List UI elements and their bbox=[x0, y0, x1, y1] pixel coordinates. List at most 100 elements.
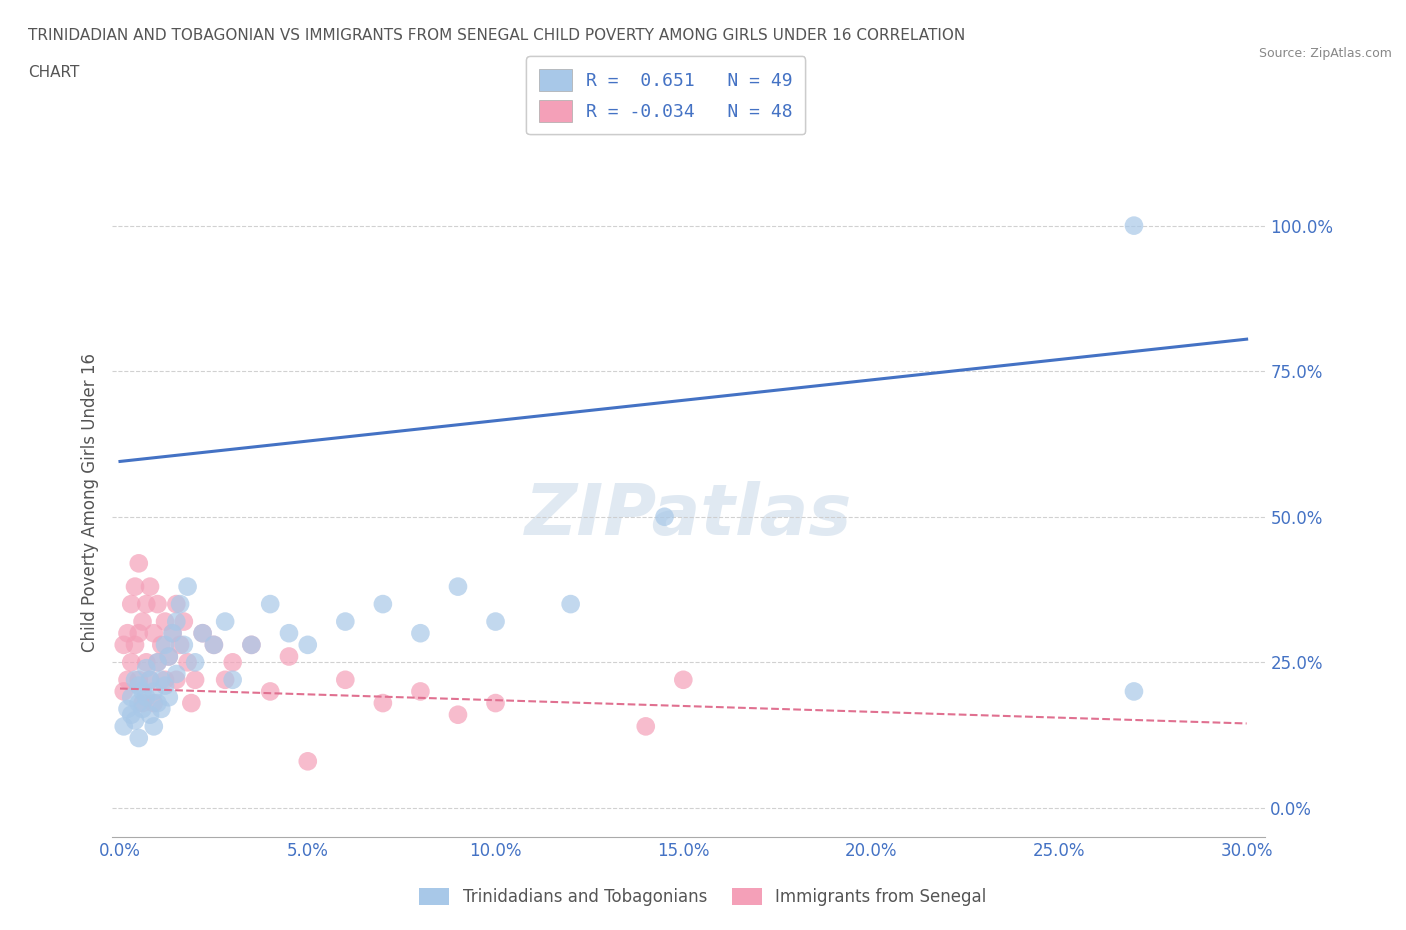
Point bbox=[447, 579, 470, 594]
Point bbox=[131, 684, 153, 698]
Text: ZIPatlas: ZIPatlas bbox=[526, 481, 852, 550]
Point bbox=[447, 708, 470, 723]
Point bbox=[120, 708, 142, 723]
Point bbox=[124, 672, 146, 687]
Point bbox=[139, 672, 162, 687]
Point bbox=[131, 701, 153, 716]
Point bbox=[124, 637, 146, 652]
Point bbox=[191, 626, 214, 641]
Point bbox=[112, 637, 135, 652]
Point bbox=[335, 672, 357, 687]
Point bbox=[165, 614, 187, 629]
Point bbox=[221, 672, 243, 687]
Point bbox=[297, 754, 319, 769]
Point bbox=[162, 626, 184, 641]
Point bbox=[162, 626, 184, 641]
Point bbox=[371, 597, 394, 612]
Point bbox=[139, 672, 162, 687]
Point bbox=[135, 690, 157, 705]
Point bbox=[131, 614, 153, 629]
Legend: Trinidadians and Tobagonians, Immigrants from Senegal: Trinidadians and Tobagonians, Immigrants… bbox=[413, 881, 993, 912]
Point bbox=[484, 696, 506, 711]
Point bbox=[165, 672, 187, 687]
Point bbox=[176, 655, 198, 670]
Point bbox=[128, 696, 150, 711]
Point bbox=[128, 556, 150, 571]
Point bbox=[335, 614, 357, 629]
Point bbox=[146, 597, 169, 612]
Point bbox=[173, 614, 195, 629]
Point bbox=[169, 637, 191, 652]
Point bbox=[157, 649, 180, 664]
Text: Source: ZipAtlas.com: Source: ZipAtlas.com bbox=[1258, 46, 1392, 60]
Point bbox=[142, 626, 165, 641]
Point bbox=[240, 637, 263, 652]
Point bbox=[484, 614, 506, 629]
Point bbox=[112, 719, 135, 734]
Point bbox=[157, 649, 180, 664]
Point bbox=[165, 597, 187, 612]
Point bbox=[1123, 684, 1146, 698]
Point bbox=[672, 672, 695, 687]
Point bbox=[202, 637, 225, 652]
Point bbox=[142, 719, 165, 734]
Point bbox=[278, 626, 301, 641]
Point bbox=[409, 626, 432, 641]
Point bbox=[153, 637, 176, 652]
Point bbox=[142, 684, 165, 698]
Point bbox=[124, 579, 146, 594]
Point bbox=[117, 626, 139, 641]
Point bbox=[120, 597, 142, 612]
Point bbox=[173, 637, 195, 652]
Point bbox=[157, 690, 180, 705]
Point bbox=[180, 696, 202, 711]
Point bbox=[191, 626, 214, 641]
Point bbox=[654, 510, 676, 525]
Text: TRINIDADIAN AND TOBAGONIAN VS IMMIGRANTS FROM SENEGAL CHILD POVERTY AMONG GIRLS : TRINIDADIAN AND TOBAGONIAN VS IMMIGRANTS… bbox=[28, 28, 966, 43]
Point bbox=[259, 597, 281, 612]
Y-axis label: Child Poverty Among Girls Under 16: Child Poverty Among Girls Under 16 bbox=[80, 352, 98, 652]
Point bbox=[124, 713, 146, 728]
Point bbox=[259, 684, 281, 698]
Point bbox=[135, 597, 157, 612]
Point bbox=[371, 696, 394, 711]
Point bbox=[153, 614, 176, 629]
Point bbox=[240, 637, 263, 652]
Point bbox=[153, 672, 176, 687]
Point bbox=[139, 708, 162, 723]
Point bbox=[112, 684, 135, 698]
Text: CHART: CHART bbox=[28, 65, 80, 80]
Point bbox=[297, 637, 319, 652]
Point bbox=[131, 696, 153, 711]
Point bbox=[634, 719, 657, 734]
Point bbox=[139, 579, 162, 594]
Point bbox=[278, 649, 301, 664]
Point bbox=[560, 597, 582, 612]
Point bbox=[135, 655, 157, 670]
Point bbox=[202, 637, 225, 652]
Point bbox=[128, 626, 150, 641]
Point bbox=[117, 701, 139, 716]
Point bbox=[409, 684, 432, 698]
Point bbox=[153, 678, 176, 693]
Point bbox=[150, 637, 173, 652]
Point bbox=[221, 655, 243, 670]
Point bbox=[214, 672, 236, 687]
Point bbox=[176, 579, 198, 594]
Point bbox=[150, 701, 173, 716]
Point bbox=[184, 672, 207, 687]
Point bbox=[117, 672, 139, 687]
Point bbox=[146, 655, 169, 670]
Point bbox=[146, 696, 169, 711]
Point bbox=[169, 597, 191, 612]
Point bbox=[128, 731, 150, 746]
Point bbox=[146, 655, 169, 670]
Point bbox=[1123, 219, 1146, 233]
Point bbox=[184, 655, 207, 670]
Point bbox=[214, 614, 236, 629]
Point bbox=[142, 696, 165, 711]
Point bbox=[128, 678, 150, 693]
Point bbox=[120, 690, 142, 705]
Point bbox=[135, 660, 157, 675]
Point bbox=[128, 672, 150, 687]
